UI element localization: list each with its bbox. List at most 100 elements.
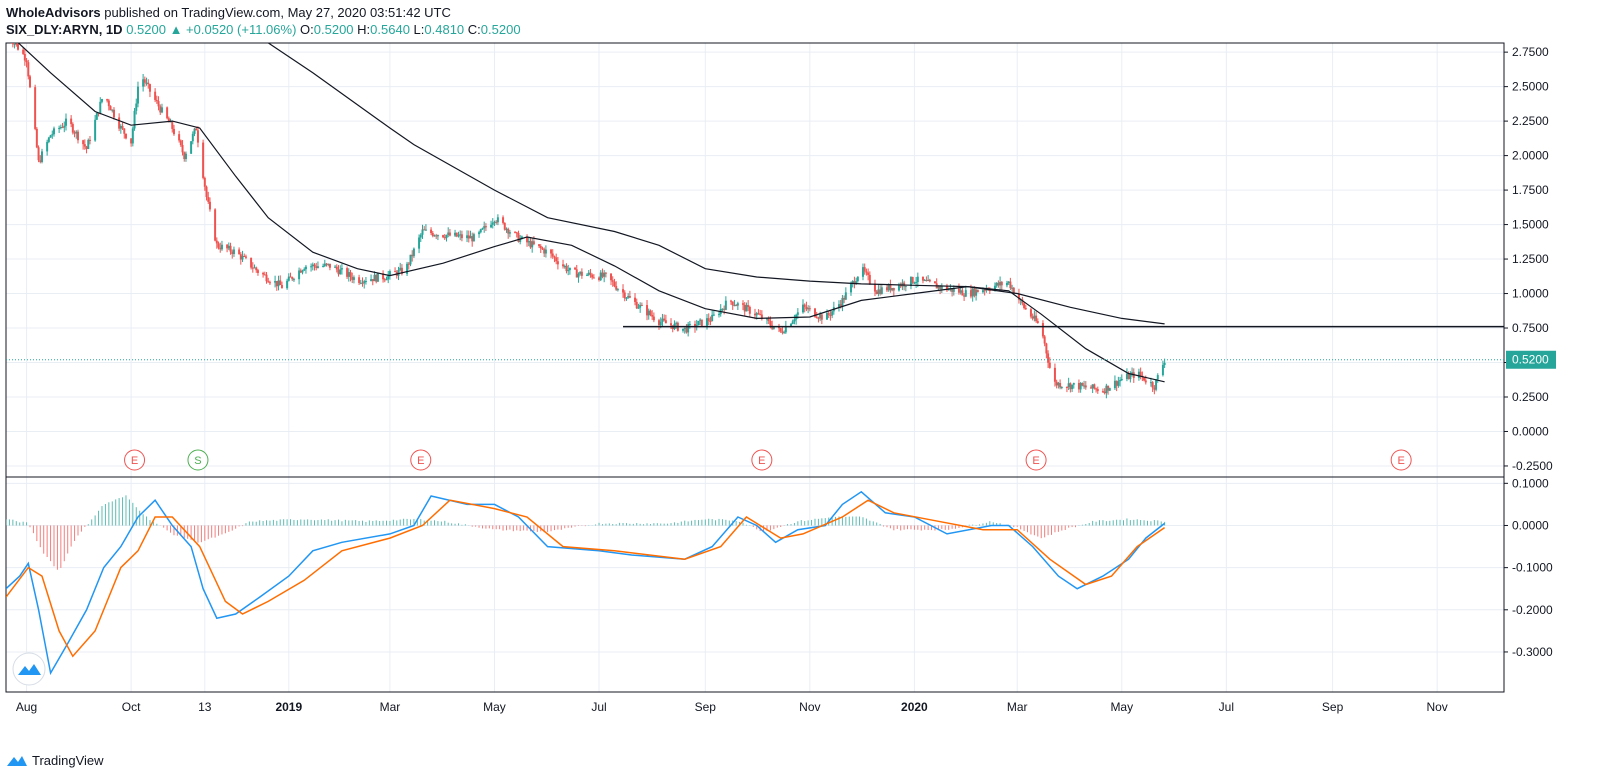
candle-body — [976, 289, 979, 293]
candle-body — [699, 319, 702, 321]
tradingview-logo-icon — [7, 755, 27, 766]
candle-body — [1084, 385, 1087, 388]
candle-body — [406, 263, 409, 274]
candle-body — [592, 277, 595, 279]
candle-body — [706, 318, 709, 326]
close-value: 0.5200 — [480, 22, 521, 37]
candle-body — [220, 244, 223, 250]
candle-body — [885, 287, 888, 291]
candle-body — [803, 304, 806, 307]
candle-body — [25, 60, 28, 63]
candle-body — [1093, 384, 1096, 389]
candle-body — [226, 244, 229, 249]
candle-body — [808, 308, 811, 310]
candle-body — [371, 279, 374, 282]
candle-body — [514, 232, 517, 234]
candle-body — [1033, 315, 1036, 319]
candle-body — [13, 43, 16, 45]
candle-body — [397, 270, 400, 276]
candle-body — [203, 177, 206, 187]
candle-body — [550, 249, 553, 254]
candle-body — [445, 234, 448, 239]
candle-body — [793, 319, 796, 322]
candle-body — [455, 232, 458, 237]
event-marker-label: E — [1397, 455, 1404, 467]
candle-body — [131, 128, 134, 144]
event-marker-earnings — [410, 449, 432, 471]
candle-body — [280, 284, 283, 289]
candle-body — [231, 251, 234, 255]
candle-body — [538, 244, 541, 246]
candle-body — [1009, 281, 1012, 289]
chart-frame — [5, 42, 1505, 693]
y-tick-label: 2.5000 — [1512, 80, 1549, 94]
publisher-name[interactable]: WholeAdvisors — [6, 5, 101, 20]
candle-body — [1103, 391, 1106, 394]
candle-body — [478, 232, 481, 235]
candle-body — [268, 282, 271, 284]
candle-body — [997, 282, 1000, 286]
candle-body — [769, 321, 772, 326]
candle-body — [969, 290, 972, 297]
candle-body — [289, 276, 292, 278]
chart-canvas[interactable]: E S E E E E Aug Oct 13 2019 Mar May Jul Sep Nov 2020 Ma… — [0, 0, 1616, 750]
candle-body — [148, 84, 151, 92]
candle-body — [983, 290, 986, 292]
candle-body — [1035, 315, 1038, 322]
candle-body — [121, 126, 124, 129]
candle-body — [687, 324, 690, 333]
candle-body — [241, 255, 244, 260]
candle-body — [5, 31, 7, 32]
candle-body — [827, 312, 830, 315]
candle-body — [963, 295, 966, 297]
x-tick-label: Sep — [695, 700, 717, 714]
price-change: ▲ +0.0520 (+11.06%) — [169, 22, 297, 37]
grid — [6, 43, 1504, 692]
candle-body — [15, 43, 18, 45]
candle-body — [71, 124, 74, 133]
candle-body — [777, 327, 780, 329]
x-tick-label: Mar — [380, 700, 401, 714]
x-tick-label: Oct — [122, 700, 141, 714]
last-price-tag-label: 0.5200 — [1512, 353, 1549, 367]
candle-body — [363, 281, 366, 284]
candle-body — [1089, 387, 1092, 389]
macd-pane[interactable] — [6, 490, 1166, 676]
candle-body — [491, 222, 494, 225]
candle-body — [205, 186, 208, 198]
candle-body — [311, 264, 314, 267]
candle-body — [287, 276, 290, 281]
candle-body — [346, 268, 349, 277]
candle-body — [670, 323, 673, 326]
candle-body — [457, 235, 460, 237]
x-tick-label: Aug — [16, 700, 37, 714]
candle-body — [646, 305, 649, 316]
y-tick-label: -0.2500 — [1512, 459, 1553, 473]
symbol-name[interactable]: SIX_DLY:ARYN, 1D — [6, 22, 123, 37]
axes: Aug Oct 13 2019 Mar May Jul Sep Nov 2020 Mar May Jul… — [16, 45, 1556, 714]
candle-body — [265, 274, 268, 282]
candle-body — [843, 297, 846, 300]
candle-body — [124, 133, 127, 139]
candle-body — [339, 269, 342, 275]
candle-body — [169, 121, 172, 123]
candle-body — [755, 313, 758, 316]
candle-body — [159, 106, 162, 113]
candle-body — [154, 91, 157, 100]
footer-brand[interactable]: TradingView — [32, 753, 104, 768]
candle-body — [292, 279, 295, 281]
candle-body — [539, 245, 542, 249]
candle-body — [993, 285, 996, 291]
candle-body — [933, 281, 936, 284]
candle-body — [195, 128, 198, 131]
candle-body — [685, 327, 688, 333]
candle-body — [412, 248, 415, 257]
candle-body — [370, 279, 373, 281]
x-tick-label: May — [1110, 700, 1133, 714]
candle-body — [313, 264, 316, 267]
candle-body — [1067, 383, 1070, 388]
candle-body — [46, 141, 49, 152]
candle-body — [688, 323, 691, 325]
candle-body — [431, 233, 434, 236]
